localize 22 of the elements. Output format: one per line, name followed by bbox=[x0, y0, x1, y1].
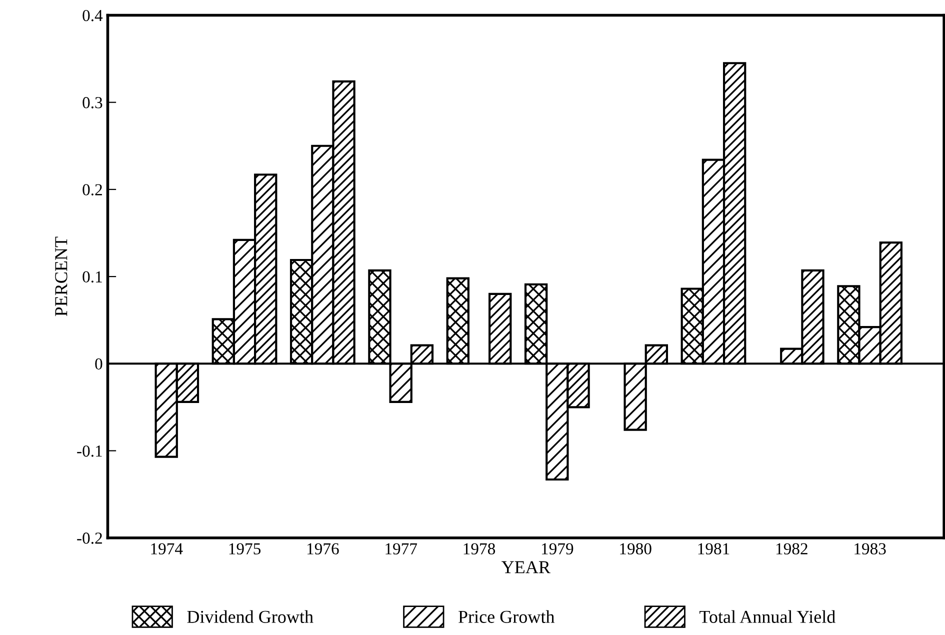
y-tick-label: -0.2 bbox=[77, 532, 102, 544]
legend-label: Price Growth bbox=[458, 610, 555, 623]
y-tick-label: 0.4 bbox=[82, 10, 103, 22]
x-tick-label: 1977 bbox=[386, 543, 418, 554]
x-tick-label: 1976 bbox=[307, 543, 339, 554]
y-tick-label: 0.1 bbox=[82, 271, 102, 283]
x-tick-label: 1979 bbox=[542, 543, 574, 554]
y-tick-label: -0.1 bbox=[77, 445, 102, 457]
y-tick-label: 0.2 bbox=[82, 184, 102, 196]
x-tick-label: 1982 bbox=[776, 543, 808, 554]
y-tick-label: 0.3 bbox=[82, 97, 102, 108]
x-tick-label: 1974 bbox=[151, 543, 183, 554]
x-tick-label: 1983 bbox=[854, 543, 886, 554]
legend-label: Total Annual Yield bbox=[700, 610, 836, 623]
y-axis-title: PERCENT bbox=[55, 236, 68, 316]
x-tick-label: 1981 bbox=[698, 543, 730, 554]
x-axis-title: YEAR bbox=[502, 561, 550, 574]
x-tick-label: 1978 bbox=[464, 543, 496, 554]
y-tick-label: 0 bbox=[95, 358, 102, 370]
x-tick-label: 1980 bbox=[620, 543, 652, 554]
legend-label: Dividend Growth bbox=[187, 610, 314, 623]
x-tick-label: 1975 bbox=[229, 543, 261, 554]
